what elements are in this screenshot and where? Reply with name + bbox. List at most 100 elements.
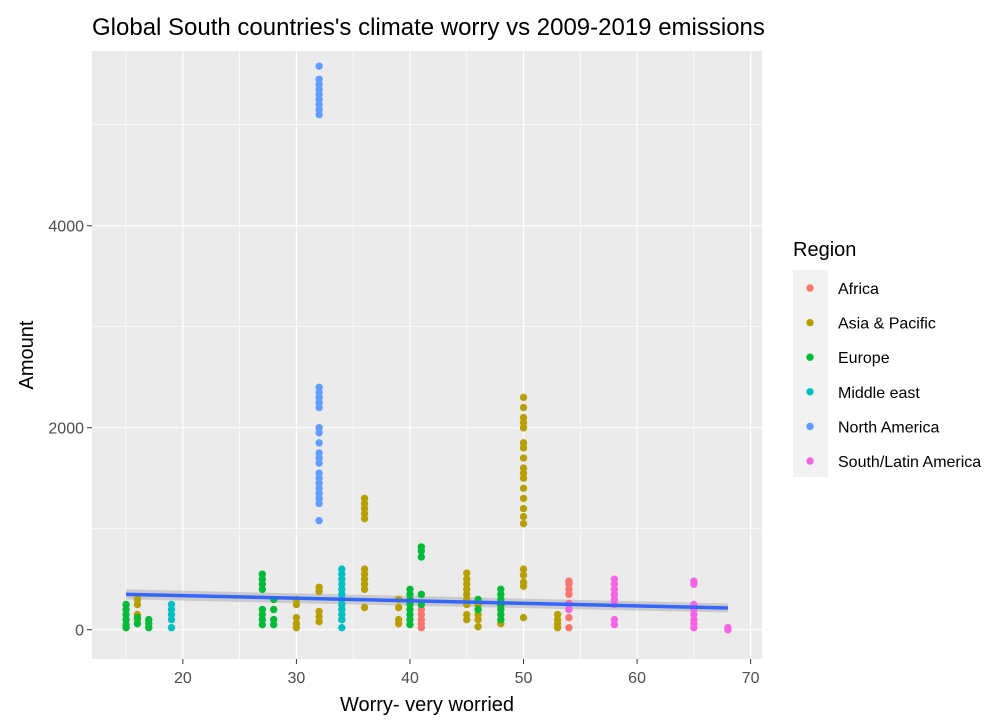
point-asia-pacific bbox=[519, 454, 528, 462]
point-asia-pacific bbox=[519, 403, 528, 412]
point-asia-pacific bbox=[133, 595, 142, 604]
y-axis-title: Amount bbox=[16, 320, 38, 389]
point-asia-pacific bbox=[519, 512, 528, 521]
point-asia-pacific bbox=[463, 575, 471, 583]
point-asia-pacific bbox=[519, 439, 528, 447]
point-asia-pacific bbox=[463, 569, 471, 577]
point-asia-pacific bbox=[474, 622, 482, 631]
point-africa bbox=[565, 577, 573, 585]
point-south-latin-america bbox=[610, 575, 619, 583]
x-tick-label: 30 bbox=[288, 670, 306, 687]
x-axis-title: Worry- very worried bbox=[340, 694, 514, 716]
point-europe bbox=[474, 605, 482, 614]
point-south-latin-america bbox=[690, 577, 698, 585]
point-asia-pacific bbox=[292, 613, 301, 622]
legend-key-north-america bbox=[806, 422, 814, 431]
point-asia-pacific bbox=[519, 494, 528, 503]
point-asia-pacific bbox=[394, 615, 403, 624]
point-europe bbox=[258, 605, 267, 614]
legend-key-europe bbox=[806, 353, 814, 361]
y-axis-ticks: 0 2000 4000 bbox=[48, 219, 92, 640]
point-north-america bbox=[315, 469, 323, 477]
point-middle-east bbox=[338, 565, 346, 573]
legend-label-europe: Europe bbox=[838, 350, 890, 367]
legend-key-asia-pacific bbox=[806, 318, 814, 327]
point-asia-pacific bbox=[519, 413, 528, 422]
y-tick-label: 2000 bbox=[48, 421, 84, 438]
x-axis-ticks: 20 30 40 50 60 70 bbox=[174, 659, 760, 687]
legend-key-africa bbox=[806, 284, 814, 292]
point-middle-east bbox=[338, 623, 346, 632]
point-europe bbox=[417, 543, 426, 551]
point-asia-pacific bbox=[315, 607, 323, 616]
legend-label-south-latin-america: South/Latin America bbox=[838, 454, 981, 471]
trend-line-group bbox=[126, 592, 728, 610]
point-asia-pacific bbox=[292, 619, 301, 628]
point-africa bbox=[565, 613, 573, 622]
legend-label-asia-pacific: Asia & Pacific bbox=[838, 316, 936, 333]
point-africa bbox=[565, 623, 573, 632]
point-asia-pacific bbox=[519, 484, 528, 493]
point-europe bbox=[417, 590, 426, 599]
point-europe bbox=[133, 619, 142, 628]
point-middle-east bbox=[167, 623, 176, 632]
point-europe bbox=[122, 600, 130, 609]
major-gridlines bbox=[92, 51, 762, 659]
point-north-america bbox=[315, 439, 323, 447]
x-tick-label: 70 bbox=[742, 670, 760, 687]
point-asia-pacific bbox=[519, 565, 528, 573]
x-tick-label: 50 bbox=[515, 670, 533, 687]
y-tick-label: 4000 bbox=[48, 219, 84, 236]
point-asia-pacific bbox=[519, 571, 528, 579]
point-asia-pacific bbox=[519, 578, 528, 586]
plot-panel bbox=[92, 51, 762, 659]
x-tick-label: 20 bbox=[174, 670, 192, 687]
legend-key-background bbox=[793, 270, 828, 477]
point-asia-pacific bbox=[315, 583, 323, 591]
point-europe bbox=[406, 585, 414, 594]
point-europe bbox=[497, 585, 505, 594]
point-europe bbox=[417, 553, 426, 561]
point-asia-pacific bbox=[519, 519, 528, 528]
point-asia-pacific bbox=[519, 613, 528, 622]
point-north-america bbox=[315, 62, 323, 70]
legend-label-middle-east: Middle east bbox=[838, 385, 920, 402]
legend-key-south-latin-america bbox=[806, 457, 814, 465]
chart-title: Global South countries's climate worry v… bbox=[92, 14, 765, 41]
y-tick-label: 0 bbox=[75, 623, 84, 640]
trend-line bbox=[126, 592, 728, 610]
point-south-latin-america bbox=[724, 623, 732, 632]
point-asia-pacific bbox=[463, 610, 471, 619]
legend-label-africa: Africa bbox=[838, 281, 879, 298]
legend-key-middle-east bbox=[806, 388, 814, 396]
point-europe bbox=[133, 613, 142, 622]
data-points bbox=[122, 62, 732, 634]
x-tick-label: 40 bbox=[401, 670, 419, 687]
point-north-america bbox=[315, 383, 323, 392]
point-asia-pacific bbox=[360, 494, 369, 503]
point-asia-pacific bbox=[360, 603, 369, 612]
point-north-america bbox=[315, 516, 323, 525]
minor-gridlines bbox=[92, 51, 762, 659]
legend-label-north-america: North America bbox=[838, 419, 939, 436]
x-tick-label: 60 bbox=[628, 670, 646, 687]
legend: Region Africa Asia & Pacific Europe Middle … bbox=[793, 239, 981, 477]
point-europe bbox=[145, 615, 153, 624]
point-north-america bbox=[315, 449, 323, 457]
point-asia-pacific bbox=[360, 565, 369, 573]
point-europe bbox=[269, 615, 278, 624]
point-south-latin-america bbox=[610, 615, 619, 624]
legend-items: Africa Asia & Pacific Europe Middle east Nor… bbox=[806, 281, 981, 471]
point-north-america bbox=[315, 75, 323, 83]
point-asia-pacific bbox=[519, 504, 528, 513]
point-asia-pacific bbox=[394, 603, 403, 612]
point-europe bbox=[258, 570, 267, 578]
point-europe bbox=[269, 605, 278, 614]
point-asia-pacific bbox=[553, 610, 562, 619]
legend-title: Region bbox=[793, 239, 856, 261]
point-asia-pacific bbox=[519, 464, 528, 472]
point-asia-pacific bbox=[519, 393, 528, 402]
point-middle-east bbox=[167, 600, 176, 609]
point-north-america bbox=[315, 424, 323, 432]
